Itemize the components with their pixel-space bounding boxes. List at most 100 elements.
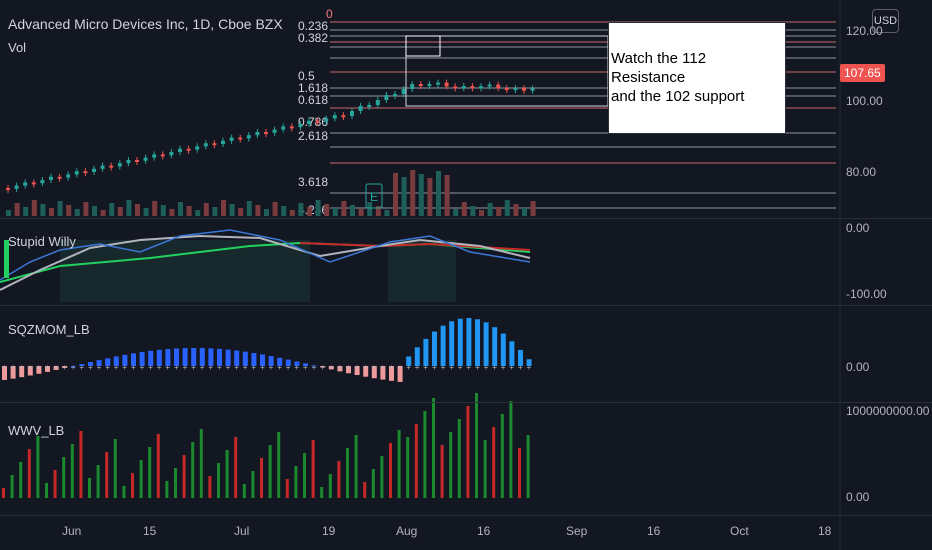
wwv-bar xyxy=(457,419,461,498)
volume-bar xyxy=(66,205,72,216)
sqzmom-dot: + xyxy=(484,363,489,372)
candle-body xyxy=(203,143,208,147)
volume-bar xyxy=(238,208,244,216)
currency-button[interactable]: USD xyxy=(872,9,899,33)
volume-bar xyxy=(143,208,149,216)
candle-body xyxy=(272,129,277,133)
sqzmom-dot: + xyxy=(148,363,153,372)
sqzmom-dot: + xyxy=(329,363,334,372)
candle-body xyxy=(350,111,354,116)
indicator-title-wwv[interactable]: WWV_LB xyxy=(8,423,65,438)
sqzmom-dot: + xyxy=(183,363,188,372)
sqzmom-dot: + xyxy=(363,363,368,372)
sqzmom-bar xyxy=(500,333,506,366)
wwv-bar xyxy=(88,478,91,498)
candle-body xyxy=(470,86,475,89)
volume-bar xyxy=(358,209,364,216)
wwv-bar xyxy=(225,450,229,498)
candle-body xyxy=(6,188,10,190)
volume-bar xyxy=(40,204,46,216)
candle-body xyxy=(49,176,53,180)
time-axis-label: Jul xyxy=(234,524,250,538)
volume-bar xyxy=(324,204,330,216)
sqzmom-bar xyxy=(62,366,68,368)
volume-bar xyxy=(401,177,407,216)
sqzmom-dot: + xyxy=(492,363,497,372)
volume-bar xyxy=(461,202,467,216)
sqzmom-bar xyxy=(217,348,222,366)
wwv-bar xyxy=(208,476,212,498)
indicator-title-stupid-willy[interactable]: Stupid Willy xyxy=(8,234,76,249)
volume-bar xyxy=(487,203,493,216)
sqzmom-dot: + xyxy=(36,363,41,372)
indicator-title-sqzmom[interactable]: SQZMOM_LB xyxy=(8,322,90,337)
candle-body xyxy=(212,143,217,146)
sqzmom-bar xyxy=(139,352,145,366)
sqzmom-dot: + xyxy=(226,363,231,372)
sqzmom-bar xyxy=(457,318,463,366)
wwv-bar xyxy=(105,452,109,498)
fib-level-label: 0.236 xyxy=(298,19,328,33)
candle-body xyxy=(427,83,432,87)
sqzmom-bar xyxy=(182,348,188,366)
sqzmom-dot: + xyxy=(251,363,256,372)
sqzmom-dot: + xyxy=(372,363,377,372)
sqzmom-dot: + xyxy=(62,363,67,372)
sqzmom-dot: + xyxy=(355,363,360,372)
sqzmom-bar xyxy=(199,348,205,366)
volume-bar xyxy=(178,202,183,216)
pane-separator[interactable] xyxy=(0,305,932,306)
sqzmom-bar xyxy=(174,348,179,366)
sqzmom-dot: + xyxy=(432,363,437,372)
sqzmom-dot: + xyxy=(165,363,170,372)
volume-bar xyxy=(375,206,381,216)
candle-body xyxy=(264,132,268,134)
volume-bar xyxy=(221,200,226,216)
candle-body xyxy=(375,100,380,105)
sqzmom-dot: + xyxy=(234,363,239,372)
volume-bar xyxy=(272,202,278,216)
volume-bar xyxy=(255,205,261,216)
time-axis-label: 19 xyxy=(322,524,336,538)
symbol-title[interactable]: Advanced Micro Devices Inc, 1D, Cboe BZX xyxy=(8,16,283,32)
pane-separator[interactable] xyxy=(0,402,932,403)
volume-bar xyxy=(436,171,441,216)
annotation-note[interactable]: Watch the 112 Resistance and the 102 sup… xyxy=(608,22,786,134)
pane-separator xyxy=(0,515,932,516)
sqzmom-bar xyxy=(165,349,171,366)
candle-body xyxy=(384,95,389,100)
candle-body xyxy=(117,163,122,167)
volume-bar xyxy=(246,201,252,216)
sqzmom-dot: + xyxy=(122,363,127,372)
volume-bar xyxy=(83,202,89,216)
wwv-bar xyxy=(45,483,48,498)
candle-body xyxy=(401,89,406,94)
sqzmom-bar xyxy=(79,364,85,366)
sqzmom-dot: + xyxy=(260,363,265,372)
sqzmom-bar xyxy=(380,366,386,380)
candle-body xyxy=(530,88,535,91)
sqzmom-dot: + xyxy=(389,363,394,372)
sqzmom-bar xyxy=(45,366,50,372)
volume-label[interactable]: Vol xyxy=(8,40,27,55)
volume-bar xyxy=(49,208,54,216)
volume-bar xyxy=(229,204,235,216)
fib-level-label: 2.618 xyxy=(298,129,328,143)
wwv-bar xyxy=(509,401,513,498)
wwv-bar xyxy=(363,482,367,498)
volume-bar xyxy=(57,201,63,216)
fib-level-label: 0.786 xyxy=(298,115,328,129)
pane-separator[interactable] xyxy=(0,218,932,219)
wwv-bar xyxy=(449,432,453,498)
sqzmom-dot: + xyxy=(475,363,480,372)
wwv-bar xyxy=(96,465,100,498)
wwv-bar xyxy=(182,455,186,498)
candle-body xyxy=(315,120,320,123)
sqzmom-dot: + xyxy=(11,363,16,372)
volume-bar xyxy=(186,206,192,216)
sqzmom-bar xyxy=(148,350,154,366)
volume-bar xyxy=(212,207,218,216)
sqzmom-dot: + xyxy=(54,363,59,372)
